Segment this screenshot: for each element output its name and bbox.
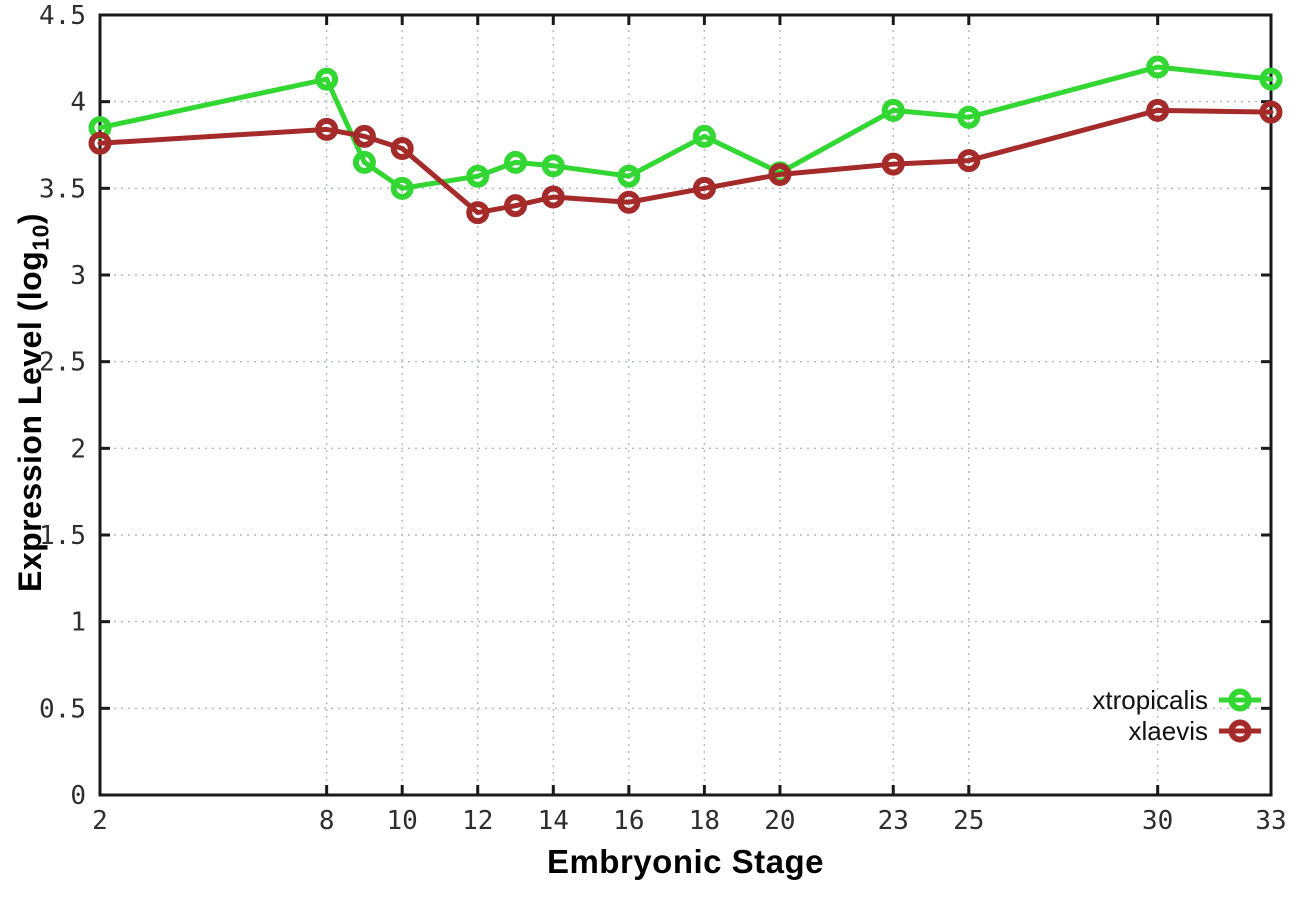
- data-point-xtropicalis: [957, 105, 981, 129]
- data-point-xlaevis: [692, 176, 716, 200]
- data-point-xlaevis: [315, 117, 339, 141]
- y-tick-label: 4: [70, 88, 86, 118]
- x-tick-label: 14: [538, 806, 569, 836]
- plot-border: [98, 13, 1273, 797]
- data-point-xtropicalis: [881, 98, 905, 122]
- y-tick-label: 4.5: [39, 1, 86, 31]
- y-axis-title: Expression Level (log10): [12, 213, 54, 592]
- data-point-xlaevis: [541, 185, 565, 209]
- series-line-xlaevis: [97, 107, 1274, 216]
- y-tick-label: 0: [70, 781, 86, 811]
- legend-marker-xtropicalis: [1228, 688, 1252, 712]
- x-tick-label: 23: [878, 806, 909, 836]
- x-tick-label: 12: [462, 806, 493, 836]
- data-point-xlaevis: [1259, 100, 1283, 124]
- x-tick-label: 8: [319, 806, 335, 836]
- y-axis-title-text: Expression Level (log: [12, 250, 48, 592]
- data-point-xtropicalis: [1146, 55, 1170, 79]
- data-point-xlaevis: [352, 124, 376, 148]
- x-axis-title: Embryonic Stage: [546, 843, 825, 880]
- data-point-xtropicalis: [390, 176, 414, 200]
- data-point-xtropicalis: [315, 67, 339, 91]
- x-tick-label: 2: [92, 806, 108, 836]
- data-point-xtropicalis: [466, 164, 490, 188]
- data-point-xlaevis: [957, 149, 981, 173]
- y-tick-label: 1.5: [39, 521, 86, 551]
- y-axis-title-close: ): [12, 212, 48, 225]
- y-axis-title-subscript: 10: [27, 224, 54, 251]
- x-tick-label: 16: [613, 806, 644, 836]
- legend-label-xtropicalis: xtropicalis: [1092, 685, 1208, 715]
- data-point-xlaevis: [504, 194, 528, 218]
- x-tick-label: 25: [953, 806, 984, 836]
- y-tick-label: 2: [70, 434, 86, 464]
- x-tick-label: 30: [1142, 806, 1173, 836]
- x-tick-label: 10: [387, 806, 418, 836]
- y-tick-label: 2.5: [39, 348, 86, 378]
- x-tick-label: 33: [1255, 806, 1286, 836]
- data-point-xtropicalis: [541, 154, 565, 178]
- y-tick-label: 3: [70, 261, 86, 291]
- data-point-xtropicalis: [352, 150, 376, 174]
- legend-label-xlaevis: xlaevis: [1129, 716, 1208, 746]
- data-point-xtropicalis: [1259, 67, 1283, 91]
- data-point-xtropicalis: [504, 150, 528, 174]
- y-tick-label: 3.5: [39, 174, 86, 204]
- data-point-xlaevis: [617, 190, 641, 214]
- data-point-xlaevis: [1146, 98, 1170, 122]
- data-point-xlaevis: [466, 201, 490, 225]
- legend-marker-xlaevis: [1228, 719, 1252, 743]
- data-point-xlaevis: [881, 152, 905, 176]
- data-point-xlaevis: [768, 162, 792, 186]
- y-tick-label: 1: [70, 608, 86, 638]
- data-point-xlaevis: [88, 131, 112, 155]
- y-tick-label: 0.5: [39, 694, 86, 724]
- data-point-xtropicalis: [692, 124, 716, 148]
- data-point-xlaevis: [390, 136, 414, 160]
- x-tick-label: 18: [689, 806, 720, 836]
- data-point-xtropicalis: [617, 164, 641, 188]
- x-tick-label: 20: [764, 806, 795, 836]
